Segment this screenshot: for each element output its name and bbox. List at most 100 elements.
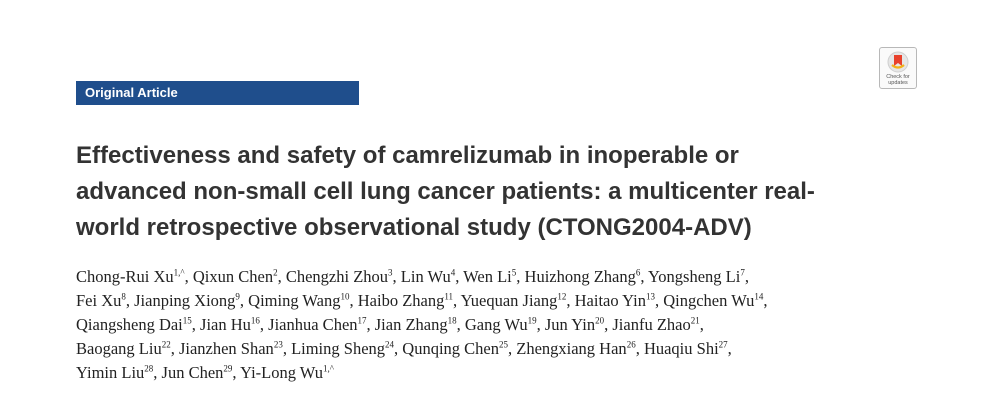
author-name: Jianping Xiong xyxy=(134,291,236,310)
author-separator: , xyxy=(282,339,292,358)
author-separator: , xyxy=(516,267,525,286)
author-name: Jun Yin xyxy=(544,315,596,334)
title-line: advanced non-small cell lung cancer pati… xyxy=(76,178,815,205)
author-affiliation: 1,^ xyxy=(173,267,185,278)
author-line: Chong-Rui Xu1,^, Qixun Chen2, Chengzhi Z… xyxy=(76,265,936,289)
author-entry: Jun Chen29, xyxy=(162,363,241,382)
author-separator: , xyxy=(455,267,464,286)
author-separator: , xyxy=(654,291,664,310)
author-name: Qunqing Chen xyxy=(402,339,499,358)
author-separator: , xyxy=(259,315,269,334)
author-affiliation: 3 xyxy=(388,267,393,278)
author-affiliation: 7 xyxy=(740,267,745,278)
author-name: Haibo Zhang xyxy=(357,291,445,310)
author-entry: Gang Wu19, xyxy=(465,315,545,334)
author-separator: , xyxy=(763,291,768,310)
author-list: Chong-Rui Xu1,^, Qixun Chen2, Chengzhi Z… xyxy=(76,265,936,385)
author-separator: , xyxy=(394,339,403,358)
author-name: Fei Xu xyxy=(76,291,122,310)
author-separator: , xyxy=(604,315,613,334)
author-entry: Qiangsheng Dai15, xyxy=(76,315,200,334)
author-affiliation: 12 xyxy=(557,291,567,302)
article-title: Effectiveness and safety of camrelizumab… xyxy=(76,138,916,246)
author-name: Jianfu Zhao xyxy=(612,315,691,334)
author-entry: Lin Wu4, xyxy=(401,267,463,286)
author-entry: Baogang Liu22, xyxy=(76,339,179,358)
author-name: Liming Sheng xyxy=(291,339,386,358)
author-affiliation: 9 xyxy=(235,291,240,302)
author-affiliation: 27 xyxy=(718,339,728,350)
author-separator: , xyxy=(508,339,517,358)
title-line: world retrospective observational study … xyxy=(76,214,752,241)
author-affiliation: 25 xyxy=(499,339,508,350)
title-line: Effectiveness and safety of camrelizumab… xyxy=(76,142,739,169)
author-entry: Qingchen Wu14, xyxy=(663,291,767,310)
author-separator: , xyxy=(366,315,375,334)
check-for-updates-button[interactable]: Check for updates xyxy=(879,47,917,89)
author-affiliation: 24 xyxy=(385,339,395,350)
author-line: Fei Xu8, Jianping Xiong9, Qiming Wang10,… xyxy=(76,289,936,313)
author-name: Lin Wu xyxy=(400,267,451,286)
author-entry: Jun Yin20, xyxy=(545,315,613,334)
author-separator: , xyxy=(232,363,241,382)
author-affiliation: 16 xyxy=(250,315,260,326)
author-name: Yi-Long Wu xyxy=(240,363,323,382)
author-affiliation: 22 xyxy=(161,339,171,350)
author-entry: Yimin Liu28, xyxy=(76,363,162,382)
article-type-badge: Original Article xyxy=(76,81,359,105)
author-entry: Haibo Zhang11, xyxy=(358,291,461,310)
author-affiliation: 10 xyxy=(340,291,350,302)
author-separator: , xyxy=(456,315,465,334)
author-line: Baogang Liu22, Jianzhen Shan23, Liming S… xyxy=(76,337,936,361)
author-line: Qiangsheng Dai15, Jian Hu16, Jianhua Che… xyxy=(76,313,936,337)
author-separator: , xyxy=(566,291,575,310)
author-name: Yongsheng Li xyxy=(648,267,741,286)
author-affiliation: 13 xyxy=(645,291,655,302)
author-affiliation: 29 xyxy=(223,363,233,374)
author-affiliation: 6 xyxy=(635,267,641,278)
author-line: Yimin Liu28, Jun Chen29, Yi-Long Wu1,^ xyxy=(76,361,936,385)
author-name: Jian Hu xyxy=(200,315,251,334)
author-separator: , xyxy=(184,267,193,286)
author-entry: Qixun Chen2, xyxy=(193,267,286,286)
author-affiliation: 23 xyxy=(273,339,283,350)
author-separator: , xyxy=(640,267,649,286)
author-entry: Liming Sheng24, xyxy=(291,339,402,358)
author-separator: , xyxy=(699,315,704,334)
author-name: Baogang Liu xyxy=(76,339,162,358)
author-entry: Yi-Long Wu1,^ xyxy=(240,363,334,382)
crossmark-icon xyxy=(887,51,909,73)
author-affiliation: 15 xyxy=(182,315,192,326)
author-entry: Zhengxiang Han26, xyxy=(516,339,644,358)
author-separator: , xyxy=(744,267,749,286)
author-separator: , xyxy=(727,339,732,358)
author-entry: Huizhong Zhang6, xyxy=(525,267,649,286)
author-affiliation: 8 xyxy=(121,291,126,302)
author-name: Huaqiu Shi xyxy=(643,339,719,358)
author-name: Wen Li xyxy=(463,267,512,286)
author-name: Chong-Rui Xu xyxy=(76,267,174,286)
author-affiliation: 4 xyxy=(450,267,456,278)
author-name: Yuequan Jiang xyxy=(460,291,558,310)
author-name: Jun Chen xyxy=(161,363,224,382)
author-separator: , xyxy=(277,267,286,286)
author-entry: Jianzhen Shan23, xyxy=(179,339,291,358)
author-separator: , xyxy=(392,267,401,286)
author-name: Huizhong Zhang xyxy=(524,267,636,286)
author-separator: , xyxy=(191,315,201,334)
author-affiliation: 1,^ xyxy=(322,363,334,374)
author-affiliation: 26 xyxy=(626,339,636,350)
author-affiliation: 21 xyxy=(690,315,700,326)
check-for-updates-label: Check for updates xyxy=(886,74,910,86)
author-entry: Jian Hu16, xyxy=(200,315,268,334)
author-name: Zhengxiang Han xyxy=(516,339,627,358)
author-affiliation: 28 xyxy=(144,363,154,374)
author-affiliation: 19 xyxy=(527,315,537,326)
author-entry: Wen Li5, xyxy=(463,267,524,286)
author-entry: Jianhua Chen17, xyxy=(268,315,375,334)
author-affiliation: 11 xyxy=(444,291,454,302)
author-name: Jianzhen Shan xyxy=(178,339,274,358)
author-separator: , xyxy=(536,315,545,334)
author-entry: Fei Xu8, xyxy=(76,291,134,310)
author-separator: , xyxy=(349,291,358,310)
